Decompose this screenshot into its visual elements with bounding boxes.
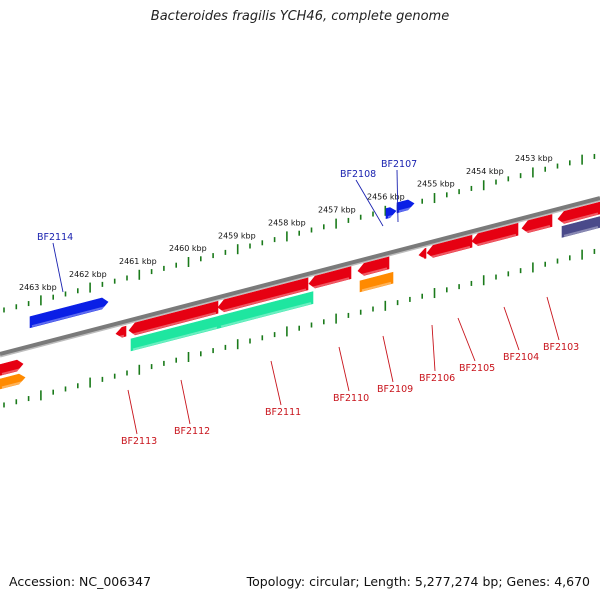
label-leaders	[52, 169, 560, 435]
gene-arrow	[29, 297, 109, 329]
gene-arrow	[0, 359, 24, 376]
gene-arrow	[115, 325, 127, 338]
gene-label: BF2107	[381, 159, 417, 170]
kbp-label: 2458 kbp	[268, 218, 306, 227]
gene-highlight	[523, 225, 551, 234]
gene-arrow	[471, 222, 519, 247]
kbp-labels: 2463 kbp 2462 kbp 2461 kbp 2460 kbp 2459 kbp…	[19, 154, 553, 292]
gene-highlight	[130, 311, 217, 336]
gene-arrow	[561, 216, 600, 238]
gene-label: BF2103	[543, 342, 579, 353]
leader-line	[180, 379, 191, 425]
gene-arrow	[357, 256, 390, 276]
kbp-label: 2455 kbp	[417, 180, 455, 189]
kbp-label: 2454 kbp	[466, 167, 504, 176]
gene-highlight	[31, 305, 107, 328]
gene-highlight	[387, 214, 395, 219]
leader-line	[338, 346, 350, 392]
gene-arrow	[308, 266, 352, 289]
gene-features	[0, 199, 600, 390]
gene-highlight	[132, 326, 218, 351]
gene-arrow	[521, 214, 553, 234]
gene-arrow	[217, 277, 309, 313]
gene-label: BF2112	[174, 426, 210, 437]
gene-highlight	[117, 334, 125, 339]
accession-text: Accession: NC_006347	[9, 574, 152, 589]
gene-labels: BF2114 BF2108 BF2107 BF2113 BF2112 BF2111 BF21…	[37, 159, 579, 447]
leader-line	[52, 242, 64, 293]
backbone-line	[0, 196, 600, 356]
gene-highlight	[420, 256, 425, 260]
kbp-label: 2462 kbp	[69, 270, 107, 279]
gene-arrow	[557, 201, 600, 224]
map-title: Bacteroides fragilis YCH46, complete gen…	[150, 9, 450, 24]
kbp-label: 2456 kbp	[367, 193, 405, 202]
gene-label: BF2110	[333, 393, 369, 404]
gene-highlight	[361, 281, 392, 292]
leader-line	[355, 179, 384, 227]
gene-label: BF2113	[121, 436, 157, 447]
kbp-ticks-inner	[3, 248, 596, 408]
leader-line	[457, 317, 476, 362]
gene-highlight	[359, 267, 388, 277]
gene-label: BF2111	[265, 407, 301, 418]
gene-highlight	[1, 381, 24, 389]
kbp-ticks-outer	[3, 153, 596, 313]
gene-arrow	[418, 247, 427, 259]
leader-line	[127, 389, 138, 435]
gene-highlight	[563, 226, 599, 237]
gene-label: BF2106	[419, 373, 455, 384]
gene-arrow	[0, 373, 26, 390]
leader-line	[546, 296, 560, 341]
kbp-label: 2457 kbp	[318, 205, 356, 214]
leader-line	[396, 169, 399, 223]
gene-arrow	[385, 207, 397, 219]
gene-arrow	[396, 199, 415, 214]
gene-highlight	[220, 302, 312, 328]
kbp-label: 2460 kbp	[169, 244, 207, 253]
gene-highlight	[310, 277, 350, 290]
kbp-label: 2461 kbp	[119, 257, 157, 266]
summary-text: Topology: circular; Length: 5,277,274 bp…	[246, 574, 590, 589]
kbp-label: 2463 kbp	[19, 283, 57, 292]
gene-highlight	[1, 368, 22, 375]
leader-line	[270, 360, 282, 406]
leader-line	[431, 324, 436, 372]
gene-highlight	[398, 206, 413, 213]
gene-label: BF2114	[37, 232, 73, 243]
gene-highlight	[219, 288, 307, 313]
leader-line	[503, 306, 520, 351]
kbp-label: 2453 kbp	[515, 154, 553, 163]
gene-label: BF2105	[459, 363, 495, 374]
gene-highlight	[428, 245, 471, 259]
genome-backbone	[0, 196, 600, 358]
gene-highlight	[559, 212, 599, 225]
gene-label: BF2108	[340, 169, 376, 180]
gene-label: BF2104	[503, 352, 539, 363]
kbp-label: 2459 kbp	[218, 231, 256, 240]
gene-highlight	[473, 233, 517, 247]
gene-arrow	[218, 291, 314, 329]
gene-arrow	[359, 271, 394, 293]
leader-line	[382, 335, 394, 383]
gene-label: BF2109	[377, 384, 413, 395]
